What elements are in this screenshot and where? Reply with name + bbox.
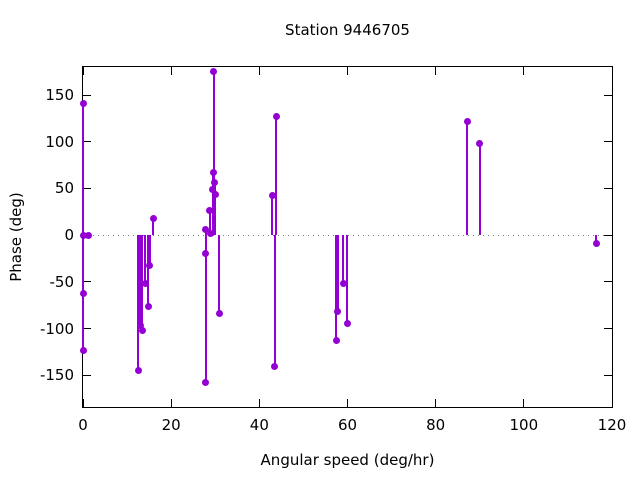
- data-point-marker: [202, 379, 210, 387]
- x-tick-label: 100: [509, 416, 539, 434]
- data-point-marker: [144, 302, 152, 310]
- x-tick-mark: [258, 399, 260, 407]
- x-tick-label: 20: [161, 416, 181, 434]
- x-tick-mark-top: [435, 67, 437, 75]
- data-point-marker: [268, 192, 276, 200]
- y-tick-mark-right: [604, 141, 612, 143]
- x-tick-mark: [523, 399, 525, 407]
- data-point-marker: [202, 226, 210, 234]
- y-tick-mark-right: [604, 374, 612, 376]
- y-tick-label: -100: [39, 319, 74, 338]
- data-point-marker: [215, 310, 223, 318]
- data-point-stem: [204, 235, 207, 383]
- x-tick-mark: [611, 399, 613, 407]
- x-axis-label: Angular speed (deg/hr): [260, 451, 435, 469]
- data-point-marker: [149, 214, 157, 222]
- y-tick-label: -50: [49, 272, 75, 291]
- data-point-stem: [82, 235, 85, 351]
- x-tick-mark: [82, 399, 84, 407]
- data-point-marker: [463, 117, 471, 125]
- data-point-stem: [144, 235, 147, 284]
- y-tick-label: -150: [39, 366, 74, 385]
- y-tick-mark: [83, 328, 91, 330]
- x-tick-label: 60: [337, 416, 358, 434]
- data-point-stem: [336, 235, 339, 312]
- y-tick-mark: [83, 94, 91, 96]
- plot-area: [79, 66, 613, 408]
- x-tick-label: 120: [597, 416, 627, 434]
- data-point-stem: [152, 218, 155, 236]
- x-tick-label: 80: [426, 416, 446, 434]
- y-tick-label: 150: [45, 86, 74, 105]
- data-point-stem: [147, 235, 150, 307]
- data-point-marker: [210, 68, 218, 76]
- data-point-marker: [211, 190, 219, 198]
- data-point-stem: [82, 103, 85, 236]
- data-point-stem: [595, 235, 598, 244]
- x-tick-label: 0: [78, 416, 88, 434]
- data-point-marker: [339, 280, 347, 288]
- data-point-marker: [343, 320, 351, 328]
- y-tick-mark-right: [604, 234, 612, 236]
- data-point-stem: [466, 121, 469, 236]
- data-point-marker: [332, 337, 340, 345]
- data-point-stem: [335, 235, 338, 341]
- data-point-marker: [79, 347, 87, 355]
- x-tick-mark-top: [523, 67, 525, 75]
- data-point-stem: [214, 194, 217, 236]
- data-point-stem: [208, 210, 211, 236]
- data-point-stem: [148, 235, 151, 265]
- data-point-stem: [346, 235, 349, 324]
- data-point-marker: [271, 363, 279, 371]
- chart-title: Station 9446705: [285, 21, 410, 39]
- y-tick-mark: [83, 141, 91, 143]
- x-tick-mark: [170, 399, 172, 407]
- y-tick-label: 100: [45, 132, 74, 151]
- data-point-stem: [273, 235, 276, 367]
- y-tick-label: 50: [54, 179, 74, 198]
- data-point-marker: [476, 140, 484, 148]
- y-tick-mark-right: [604, 94, 612, 96]
- data-point-marker: [146, 261, 154, 269]
- x-tick-mark: [435, 399, 437, 407]
- y-tick-mark: [83, 374, 91, 376]
- x-tick-mark-top: [82, 67, 84, 75]
- data-point-marker: [136, 322, 144, 330]
- y-tick-mark-right: [604, 281, 612, 283]
- data-point-stem: [137, 235, 140, 371]
- x-tick-mark-top: [347, 67, 348, 75]
- data-point-stem: [212, 71, 215, 236]
- data-point-stem: [271, 195, 274, 236]
- x-tick-mark: [347, 399, 348, 407]
- data-point-marker: [138, 326, 146, 334]
- data-point-marker: [272, 113, 280, 120]
- y-tick-mark: [83, 281, 91, 283]
- x-tick-mark-top: [258, 67, 260, 75]
- data-point-marker: [85, 231, 93, 239]
- data-point-stem: [478, 143, 481, 236]
- data-point-stem: [139, 235, 142, 326]
- data-point-stem: [275, 116, 278, 236]
- data-point-stem: [342, 235, 345, 284]
- y-tick-label: 0: [64, 226, 74, 245]
- x-tick-mark-top: [170, 67, 172, 75]
- y-tick-mark-right: [604, 328, 612, 330]
- x-tick-label: 40: [249, 416, 269, 434]
- y-tick-mark: [83, 187, 91, 189]
- x-tick-mark-top: [611, 67, 613, 75]
- data-point-marker: [334, 308, 342, 316]
- data-point-marker: [206, 207, 214, 215]
- data-point-stem: [218, 235, 221, 314]
- data-point-marker: [592, 240, 600, 248]
- data-point-marker: [141, 280, 149, 288]
- y-tick-mark-right: [604, 187, 612, 189]
- data-point-marker: [134, 367, 142, 375]
- data-point-marker: [79, 99, 87, 107]
